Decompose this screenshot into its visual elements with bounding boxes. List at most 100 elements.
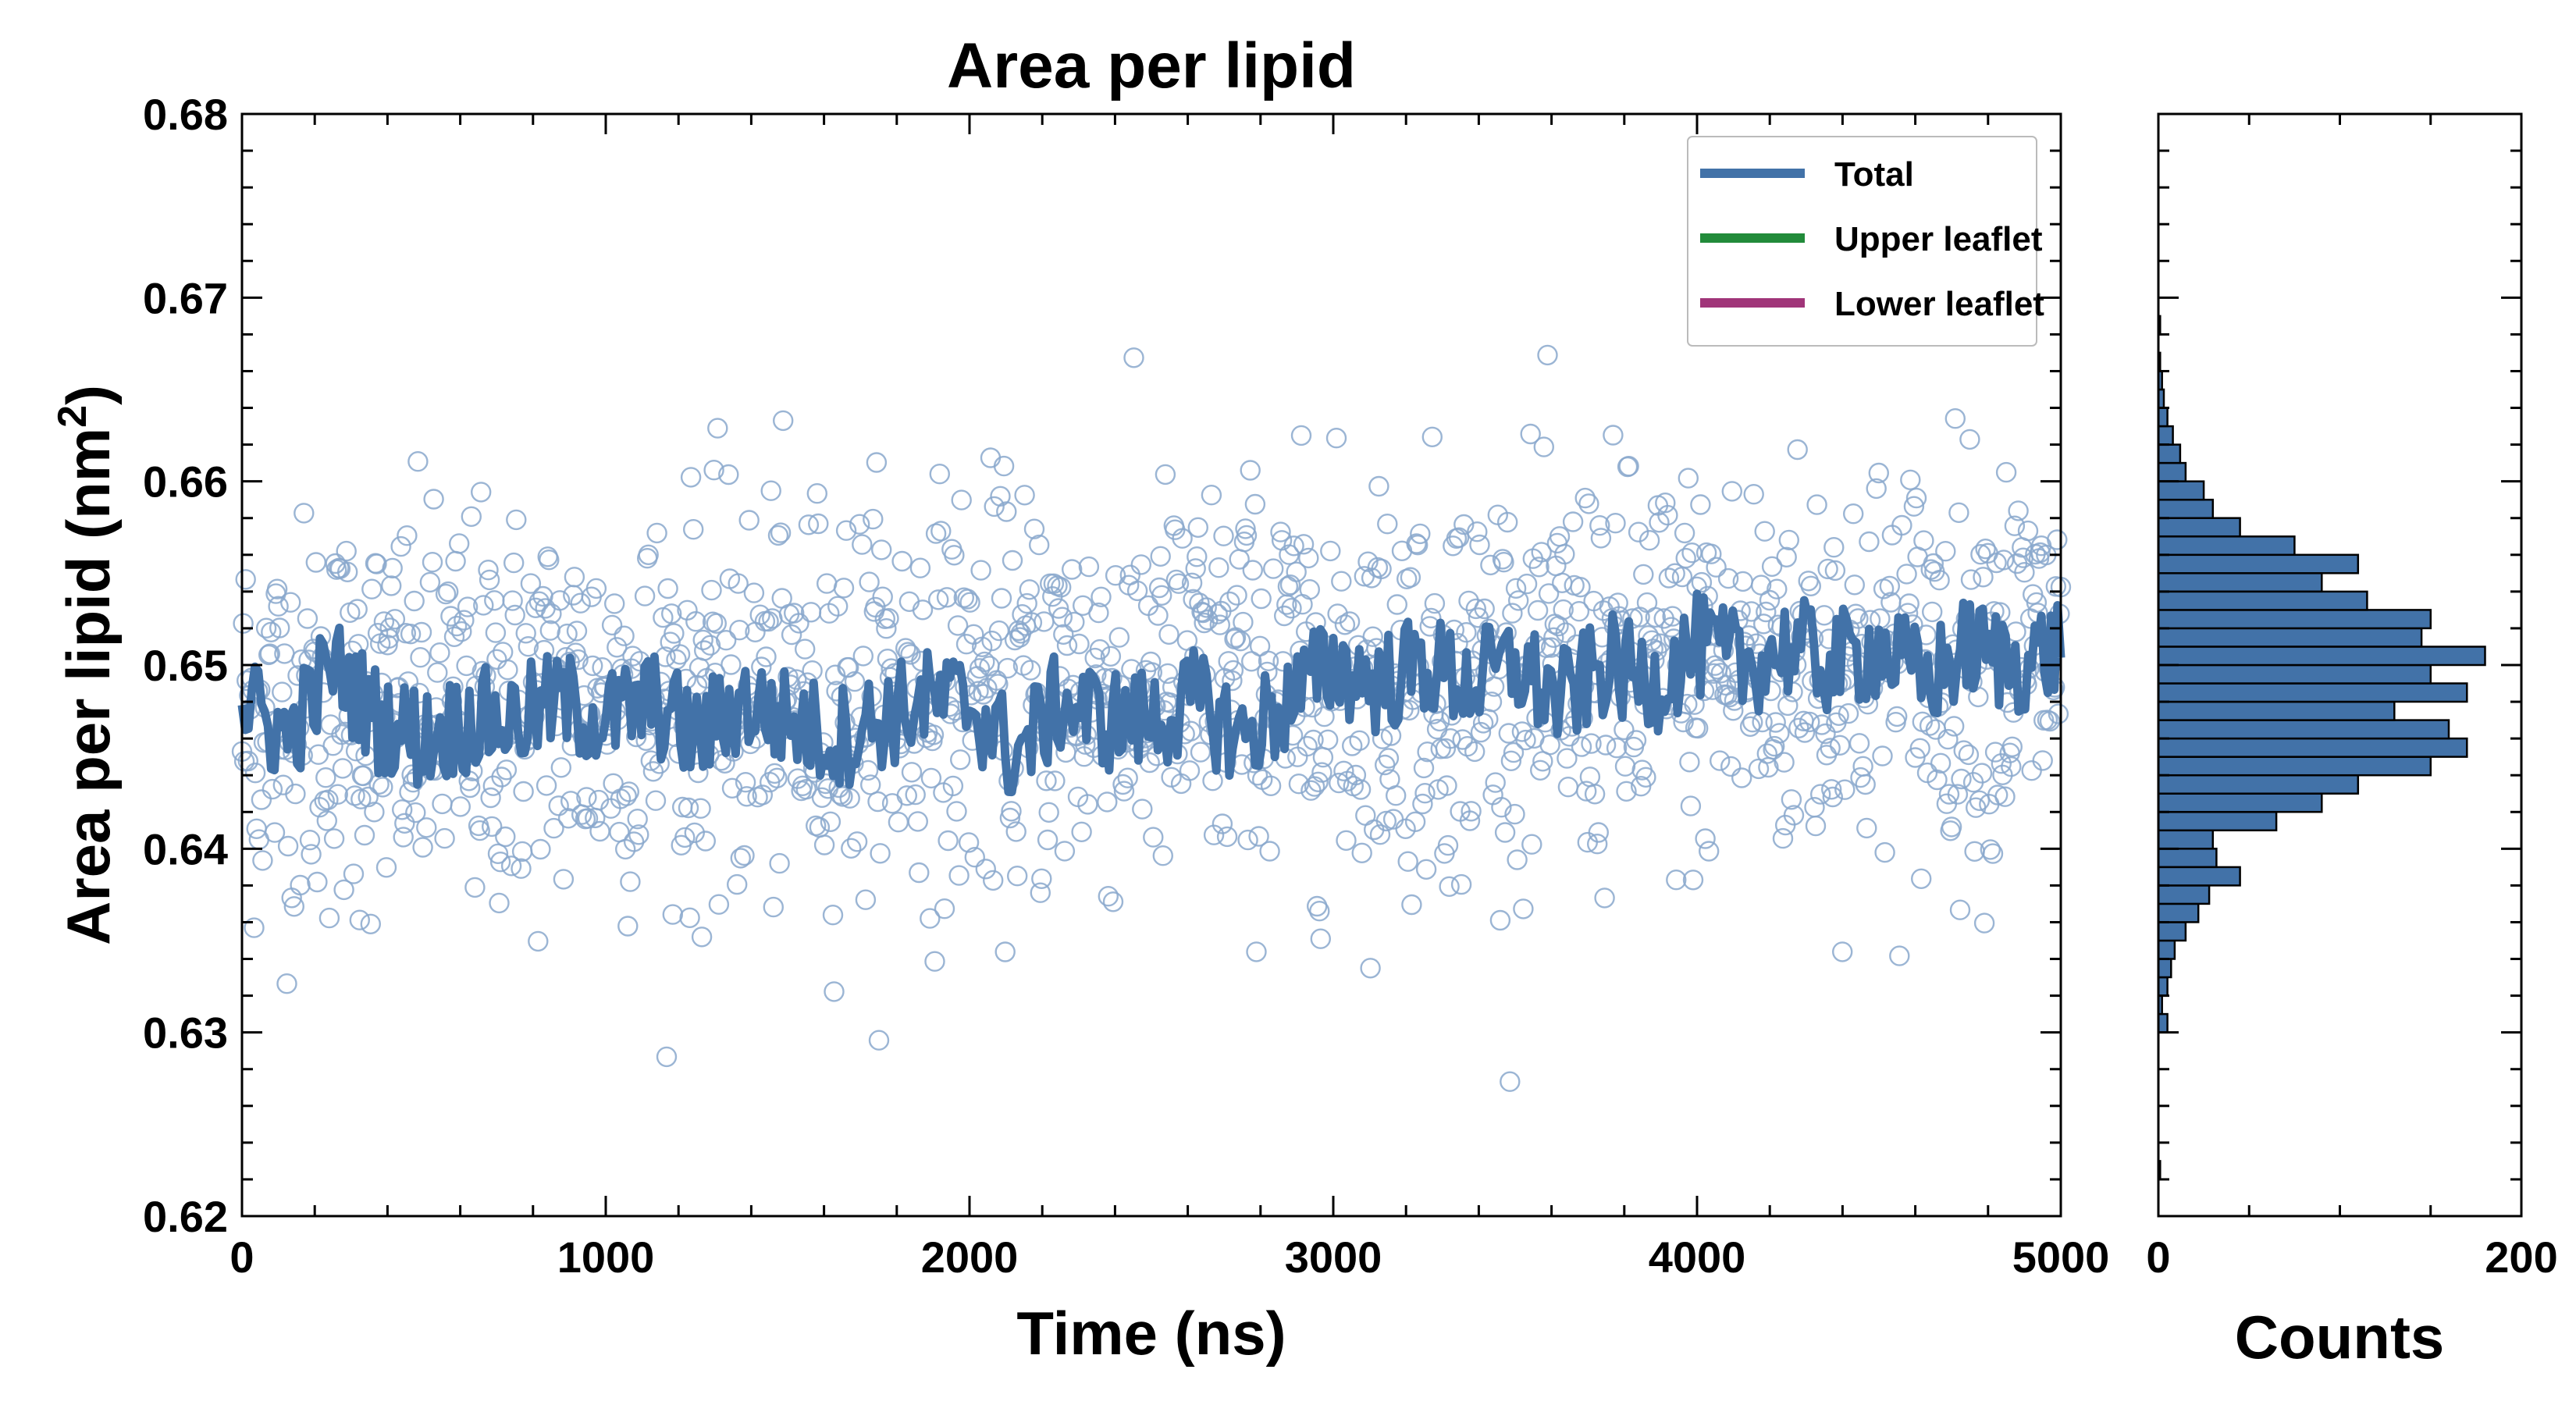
line-layer: [237, 589, 2065, 797]
raw-data-point: [283, 896, 304, 917]
raw-data-point: [1970, 544, 1991, 565]
x-tick-label: 5000: [2012, 1232, 2110, 1282]
raw-data-point: [678, 797, 699, 819]
raw-data-point: [1504, 803, 1525, 825]
raw-data-point: [1971, 763, 1993, 784]
histogram-bar: [2157, 590, 2368, 611]
raw-data-point: [535, 775, 557, 796]
raw-data-point: [1759, 589, 1781, 611]
raw-data-point: [1947, 784, 1969, 805]
raw-data-point: [1207, 603, 1228, 624]
raw-data-point: [1658, 567, 1680, 589]
raw-data-point: [1485, 772, 1506, 793]
raw-data-point: [1891, 514, 1912, 536]
raw-data-point: [1078, 556, 1100, 578]
raw-data-point: [833, 578, 855, 599]
raw-data-point: [1464, 741, 1485, 763]
raw-data-point: [1684, 694, 1705, 715]
raw-data-point: [1701, 543, 1722, 564]
raw-data-point: [838, 656, 859, 678]
histogram-bar: [2157, 609, 2432, 630]
raw-data-point: [1930, 752, 1952, 774]
raw-data-point: [1994, 786, 2016, 807]
raw-data-point: [1805, 815, 1827, 837]
raw-data-point: [530, 838, 551, 860]
raw-data-point: [1222, 670, 1243, 692]
raw-data-point: [905, 784, 926, 806]
raw-data-point: [1213, 525, 1234, 546]
raw-data-point: [1739, 716, 1761, 737]
raw-data-point: [464, 877, 486, 898]
raw-data-point: [1429, 710, 1450, 732]
raw-data-point: [1172, 528, 1193, 549]
raw-data-point: [471, 482, 492, 503]
raw-data-point: [1258, 650, 1279, 671]
raw-data-point: [1430, 738, 1451, 759]
raw-data-point: [1628, 521, 1649, 542]
raw-data-point: [320, 714, 341, 735]
raw-data-point: [616, 785, 637, 806]
raw-data-point: [1248, 826, 1269, 847]
legend-label-total: Total: [1834, 155, 1914, 194]
raw-data-point: [308, 744, 329, 765]
raw-data-point: [1351, 842, 1372, 864]
raw-data-point: [844, 670, 866, 692]
raw-data-point: [566, 621, 588, 642]
raw-data-point: [557, 623, 578, 645]
raw-data-point: [982, 870, 1004, 891]
raw-data-point: [1549, 526, 1571, 547]
raw-data-point: [781, 624, 802, 646]
raw-data-point: [679, 907, 700, 929]
raw-data-point: [909, 862, 930, 884]
raw-data-point: [729, 620, 750, 641]
raw-data-point: [1349, 730, 1370, 751]
raw-data-point: [1117, 767, 1138, 788]
raw-data-point: [1581, 733, 1602, 754]
raw-data-point: [1562, 511, 1584, 532]
raw-data-point: [1645, 606, 1667, 628]
raw-data-point: [1909, 738, 1930, 759]
raw-data-point: [1480, 554, 1501, 576]
raw-data-point: [1325, 428, 1347, 449]
raw-data-point: [907, 811, 929, 832]
raw-data-point: [1097, 791, 1118, 813]
raw-data-point: [1834, 779, 1856, 800]
raw-data-point: [412, 837, 433, 858]
raw-data-point: [934, 898, 955, 919]
raw-data-point: [1537, 344, 1558, 366]
raw-data-point: [297, 608, 318, 629]
raw-data-point: [760, 480, 781, 501]
raw-data-point: [1439, 876, 1460, 898]
raw-data-point: [1953, 740, 1974, 761]
raw-data-point: [1457, 736, 1478, 757]
raw-data-point: [1578, 493, 1599, 514]
raw-data-point: [235, 569, 256, 590]
raw-data-point: [479, 569, 500, 591]
legend-box: [1687, 136, 2037, 347]
raw-data-point: [264, 822, 286, 843]
raw-data-point: [1064, 611, 1085, 633]
raw-data-point: [994, 941, 1016, 962]
raw-data-point: [1246, 941, 1267, 962]
raw-data-point: [1071, 821, 1092, 843]
raw-data-point: [1054, 841, 1076, 862]
raw-data-point: [1098, 885, 1119, 907]
raw-data-point: [691, 927, 713, 948]
raw-data-point: [1513, 898, 1534, 919]
raw-data-point: [451, 621, 472, 642]
histogram-bar: [2157, 535, 2296, 557]
raw-data-point: [1777, 695, 1799, 717]
raw-data-point: [318, 907, 340, 929]
raw-data-point: [1100, 646, 1122, 667]
raw-data-point: [788, 613, 809, 634]
raw-data-point: [1588, 822, 1610, 843]
raw-data-point: [1112, 774, 1133, 795]
raw-data-point: [1635, 767, 1656, 788]
raw-data-point: [1606, 738, 1628, 759]
raw-data-point: [1820, 738, 1841, 759]
y-tick-label: 0.68: [143, 90, 228, 139]
raw-data-point: [735, 772, 756, 793]
raw-data-point: [1844, 574, 1866, 596]
raw-data-point: [1811, 714, 1833, 735]
raw-data-point: [237, 750, 258, 772]
